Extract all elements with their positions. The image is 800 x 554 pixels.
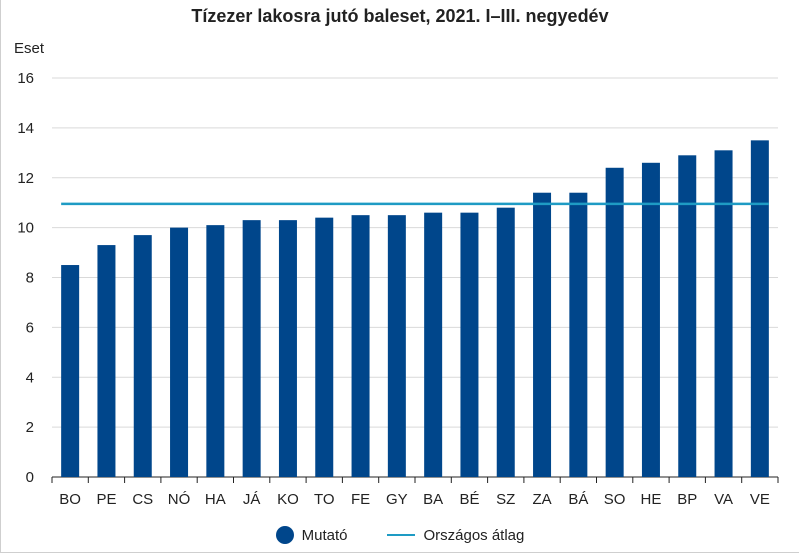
x-tick-label-SO: SO (604, 491, 626, 508)
x-tick-label-BO: BO (59, 491, 81, 508)
bar-BP (678, 155, 697, 477)
bar-BO (61, 265, 80, 477)
y-tick-label-10: 10 (17, 220, 34, 237)
bar-VA (714, 150, 733, 477)
y-tick-label-8: 8 (26, 270, 34, 287)
bar-BÁ (569, 192, 588, 477)
y-tick-label-16: 16 (17, 70, 34, 87)
legend-item-bars[interactable]: Mutató (275, 526, 348, 544)
y-tick-label-0: 0 (26, 469, 34, 486)
x-tick-label-CS: CS (132, 491, 153, 508)
bar-SO (605, 167, 624, 477)
bar-SZ (496, 207, 515, 478)
bar-VE (750, 140, 769, 477)
y-tick-label-12: 12 (17, 170, 34, 187)
y-axis-label: Eset (14, 40, 45, 57)
x-tick-label-BÁ: BÁ (568, 491, 588, 508)
x-tick-label-BP: BP (677, 491, 697, 508)
chart-title: Tízezer lakosra jutó baleset, 2021. I–II… (191, 6, 609, 26)
bar-GY (387, 215, 406, 477)
x-tick-label-BA: BA (423, 491, 443, 508)
x-tick-label-TO: TO (314, 491, 335, 508)
x-tick-label-FE: FE (351, 491, 370, 508)
x-tick-label-SZ: SZ (496, 491, 515, 508)
bar-ZA (533, 192, 552, 477)
legend-line-icon (387, 534, 416, 536)
x-tick-label-BÉ: BÉ (459, 491, 479, 508)
y-tick-label-6: 6 (26, 319, 34, 336)
legend-label-bars: Mutató (301, 526, 348, 544)
x-tick-label-HA: HA (205, 491, 226, 508)
bar-NÓ (170, 227, 189, 477)
legend: Mutató Országos átlag (0, 526, 800, 544)
bar-PE (97, 245, 116, 477)
x-tick-label-NÓ: NÓ (168, 491, 191, 508)
bar-BA (424, 212, 443, 477)
y-tick-label-14: 14 (17, 120, 34, 137)
bar-KO (278, 220, 297, 478)
bar-FE (351, 215, 370, 477)
x-tick-label-ZA: ZA (532, 491, 551, 508)
bar-HE (641, 162, 660, 477)
bar-TO (315, 217, 334, 477)
x-tick-label-PE: PE (96, 491, 116, 508)
x-tick-label-JÁ: JÁ (243, 491, 261, 508)
y-tick-label-2: 2 (26, 419, 34, 436)
x-tick-label-GY: GY (386, 491, 408, 508)
bar-BÉ (460, 212, 479, 477)
bar-JÁ (242, 220, 261, 478)
x-tick-label-HE: HE (641, 491, 662, 508)
bar-HA (206, 225, 225, 477)
legend-label-average: Országos átlag (423, 526, 525, 544)
legend-item-average[interactable]: Országos átlag (387, 527, 524, 544)
legend-dot-icon (275, 526, 294, 544)
x-tick-label-VA: VA (714, 491, 733, 508)
x-tick-label-VE: VE (750, 491, 770, 508)
x-tick-label-KO: KO (277, 491, 299, 508)
bar-CS (133, 235, 152, 477)
y-tick-label-4: 4 (26, 369, 34, 386)
